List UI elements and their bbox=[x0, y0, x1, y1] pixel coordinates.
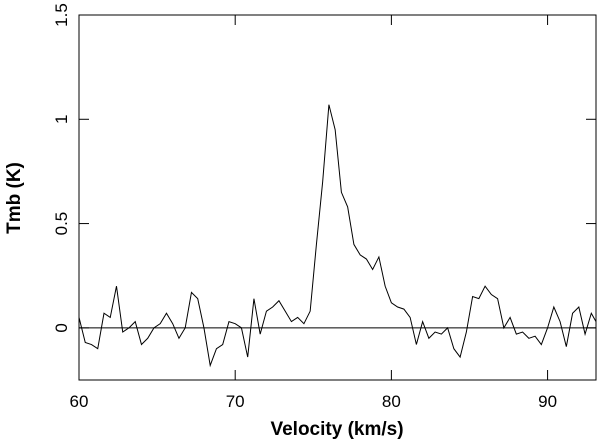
y-tick-label: 0.5 bbox=[52, 212, 71, 236]
x-tick-label: 60 bbox=[70, 392, 89, 411]
y-tick-label: 0 bbox=[52, 323, 71, 332]
spectrum-line bbox=[78, 104, 597, 368]
x-tick-label: 80 bbox=[382, 392, 401, 411]
x-axis-title: Velocity (km/s) bbox=[270, 419, 403, 440]
x-tick-label: 70 bbox=[226, 392, 245, 411]
y-tick-label: 1 bbox=[52, 115, 71, 124]
x-tick-label: 90 bbox=[538, 392, 557, 411]
plot-frame bbox=[78, 14, 597, 381]
y-axis-title: Tmb (K) bbox=[4, 162, 25, 234]
y-tick-label: 1.5 bbox=[52, 3, 71, 27]
